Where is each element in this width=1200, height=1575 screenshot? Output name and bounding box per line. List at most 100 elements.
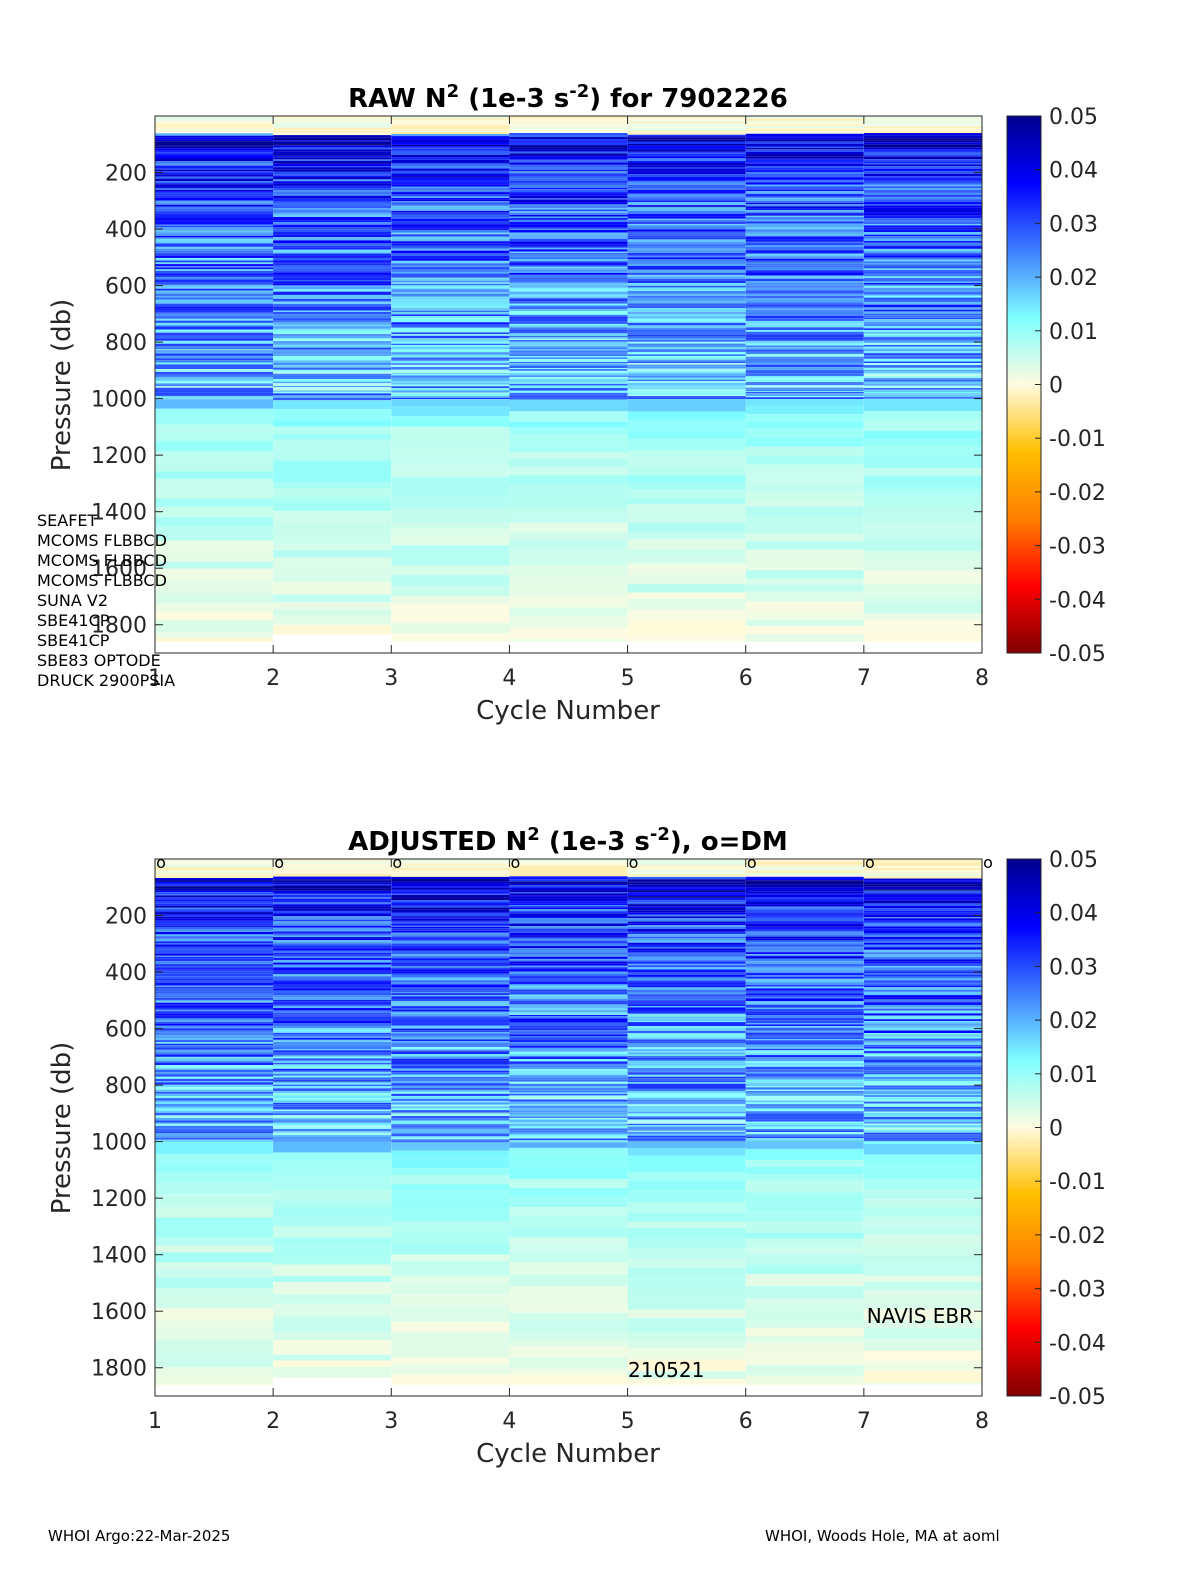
heatmap-cell bbox=[273, 1093, 392, 1096]
heatmap-cell bbox=[745, 1040, 864, 1042]
heatmap-cell bbox=[155, 264, 274, 267]
heatmap-cell bbox=[391, 476, 510, 488]
heatmap-cell bbox=[745, 398, 864, 406]
heatmap-cell bbox=[155, 861, 274, 863]
heatmap-cell bbox=[509, 1295, 628, 1305]
x-tick-label: 8 bbox=[975, 1409, 989, 1434]
heatmap-cell bbox=[509, 349, 628, 351]
adjusted-heatmap bbox=[155, 859, 982, 1386]
heatmap-cell bbox=[155, 550, 274, 562]
heatmap-cell bbox=[155, 201, 274, 204]
heatmap-cell bbox=[509, 1132, 628, 1135]
heatmap-cell bbox=[391, 905, 510, 908]
heatmap-cell bbox=[863, 257, 982, 260]
heatmap-cell bbox=[391, 269, 510, 273]
heatmap-cell bbox=[509, 967, 628, 969]
heatmap-cell bbox=[273, 1010, 392, 1013]
heatmap-cell bbox=[863, 980, 982, 982]
heatmap-cell bbox=[745, 1030, 864, 1033]
heatmap-cell bbox=[627, 1068, 746, 1070]
heatmap-cell bbox=[391, 1044, 510, 1048]
heatmap-cell bbox=[391, 370, 510, 373]
heatmap-cell bbox=[745, 186, 864, 189]
heatmap-cell bbox=[863, 859, 982, 861]
heatmap-cell bbox=[509, 160, 628, 163]
heatmap-cell bbox=[155, 1237, 274, 1246]
heatmap-cell bbox=[509, 173, 628, 176]
heatmap-cell bbox=[863, 880, 982, 882]
heatmap-cell bbox=[627, 322, 746, 326]
heatmap-cell bbox=[745, 378, 864, 380]
heatmap-cell bbox=[155, 632, 274, 639]
heatmap-cell bbox=[745, 258, 864, 261]
heatmap-cell bbox=[273, 308, 392, 311]
heatmap-cell bbox=[745, 158, 864, 160]
heatmap-cell bbox=[745, 382, 864, 384]
heatmap-cell bbox=[627, 1099, 746, 1102]
heatmap-cell bbox=[745, 1166, 864, 1175]
heatmap-cell bbox=[745, 282, 864, 286]
heatmap-cell bbox=[509, 909, 628, 911]
heatmap-cell bbox=[627, 1106, 746, 1109]
heatmap-cell bbox=[391, 902, 510, 905]
heatmap-cell bbox=[509, 458, 628, 468]
heatmap-cell bbox=[627, 1298, 746, 1310]
heatmap-cell bbox=[863, 308, 982, 310]
heatmap-cell bbox=[745, 1050, 864, 1053]
heatmap-cell bbox=[155, 229, 274, 231]
heatmap-cell bbox=[627, 609, 746, 622]
heatmap-cell bbox=[155, 1329, 274, 1340]
heatmap-cell bbox=[509, 1002, 628, 1005]
heatmap-cell bbox=[391, 150, 510, 154]
heatmap-cell bbox=[627, 1148, 746, 1156]
heatmap-cell bbox=[509, 1123, 628, 1127]
dm-marker: o bbox=[629, 853, 639, 872]
heatmap-cell bbox=[273, 277, 392, 281]
heatmap-cell bbox=[391, 332, 510, 335]
heatmap-cell bbox=[627, 1125, 746, 1127]
heatmap-cell bbox=[509, 1345, 628, 1358]
heatmap-cell bbox=[155, 1194, 274, 1207]
heatmap-cell bbox=[627, 1028, 746, 1031]
heatmap-cell bbox=[509, 547, 628, 554]
heatmap-cell bbox=[627, 861, 746, 863]
heatmap-cell bbox=[391, 188, 510, 191]
heatmap-cell bbox=[273, 984, 392, 988]
heatmap-cell bbox=[627, 592, 746, 599]
x-tick-label: 6 bbox=[739, 1409, 753, 1434]
heatmap-cell bbox=[391, 393, 510, 397]
heatmap-cell bbox=[273, 163, 392, 167]
heatmap-cell bbox=[863, 1127, 982, 1131]
y-tick-label: 200 bbox=[105, 162, 147, 187]
heatmap-cell bbox=[391, 1113, 510, 1116]
heatmap-cell bbox=[863, 1109, 982, 1112]
heatmap-cell bbox=[273, 194, 392, 196]
heatmap-cell bbox=[155, 273, 274, 276]
heatmap-cell bbox=[273, 906, 392, 909]
heatmap-cell bbox=[863, 993, 982, 996]
heatmap-cell bbox=[863, 151, 982, 153]
heatmap-cell bbox=[273, 353, 392, 357]
heatmap-cell bbox=[273, 285, 392, 287]
heatmap-cell bbox=[863, 118, 982, 121]
heatmap-cell bbox=[391, 194, 510, 197]
heatmap-cell bbox=[509, 983, 628, 986]
heatmap-cell bbox=[391, 263, 510, 266]
heatmap-cell bbox=[273, 1128, 392, 1132]
heatmap-cell bbox=[155, 1020, 274, 1022]
heatmap-cell bbox=[391, 340, 510, 343]
heatmap-cell bbox=[745, 193, 864, 197]
heatmap-cell bbox=[509, 1136, 628, 1139]
adjusted-title: ADJUSTED N2 (1e-3 s-2), o=DM bbox=[348, 824, 788, 857]
heatmap-cell bbox=[509, 553, 628, 566]
heatmap-cell bbox=[509, 1286, 628, 1296]
heatmap-cell bbox=[745, 327, 864, 331]
heatmap-cell bbox=[509, 116, 628, 119]
heatmap-cell bbox=[509, 577, 628, 589]
heatmap-cell bbox=[627, 171, 746, 175]
heatmap-cell bbox=[863, 227, 982, 230]
heatmap-cell bbox=[863, 287, 982, 291]
heatmap-cell bbox=[745, 151, 864, 155]
colorbar-tick-label: -0.03 bbox=[1049, 535, 1106, 560]
